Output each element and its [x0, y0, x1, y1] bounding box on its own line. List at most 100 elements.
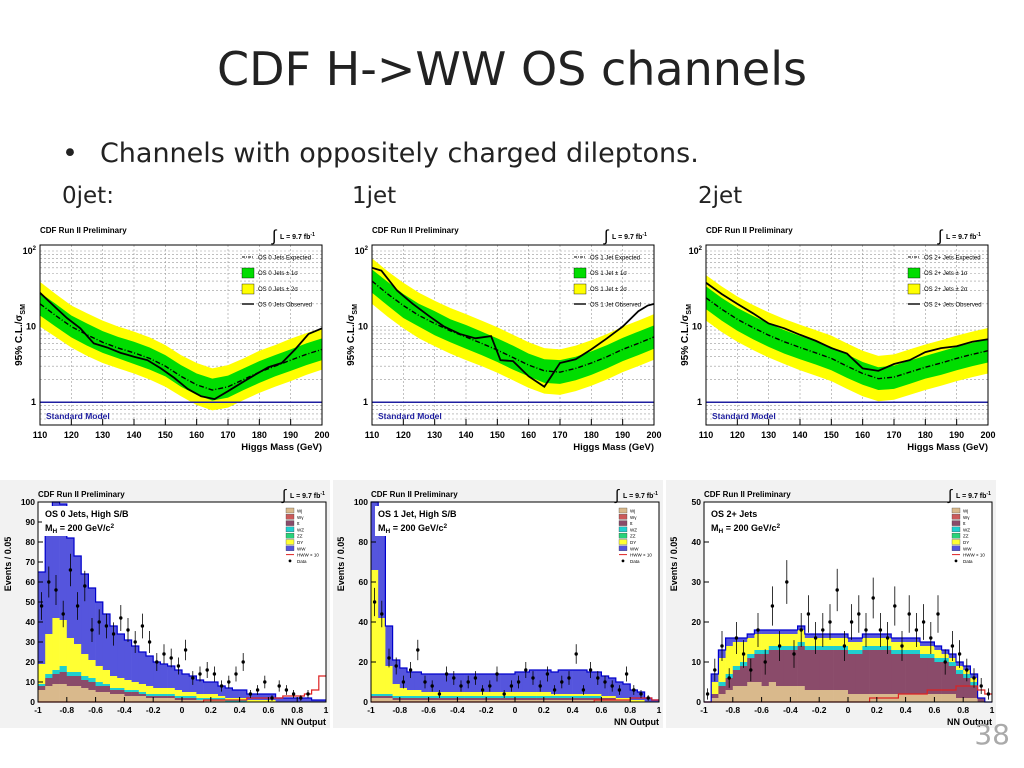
stack-bar-dy	[371, 570, 379, 694]
data-point	[538, 684, 542, 688]
luminosity-label: L = 9.7 fb-1	[623, 491, 658, 500]
x-tick-label: 190	[283, 430, 298, 440]
stack-bar-vv	[718, 682, 726, 686]
stack-bar-vv	[876, 646, 885, 650]
stack-bar-wj	[522, 700, 530, 702]
stack-bar-vv	[529, 696, 537, 698]
stack-bar-vv	[428, 696, 437, 698]
stack-bar-vv	[124, 690, 132, 692]
data-point	[97, 620, 101, 624]
legend-label: tt	[963, 521, 966, 526]
legend-swatch	[285, 507, 295, 514]
luminosity-label: L = 9.7 fb-1	[946, 232, 981, 241]
stack-bar-ww	[500, 674, 509, 692]
data-point	[632, 688, 636, 692]
data-point	[480, 688, 485, 692]
y-tick-label: 0	[30, 697, 35, 707]
stack-bar-dy	[428, 692, 437, 696]
stack-bar-wj	[95, 692, 104, 702]
data-point	[639, 692, 643, 696]
stack-bar-vv	[218, 698, 226, 700]
legend-observed-label: OS 2+ Jets Observed	[924, 303, 982, 309]
data-point	[531, 676, 535, 680]
data-point	[68, 568, 73, 572]
stack-bar-wj	[464, 700, 473, 702]
data-point	[219, 684, 224, 688]
stack-bar-tt	[833, 650, 842, 690]
stack-bar-wj	[414, 700, 422, 702]
y-tick-label: 1	[31, 397, 36, 407]
luminosity-sup: -1	[976, 232, 981, 238]
x-tick-label: -0.6	[754, 705, 769, 715]
legend-1sigma-label: OS 0 Jets ± 1σ	[258, 271, 298, 277]
stack-bar-dy	[551, 694, 559, 696]
stack-bar-tt	[594, 698, 602, 700]
x-tick-label: 110	[699, 430, 714, 440]
stack-bar-dy	[66, 638, 75, 672]
stack-bar-dy	[855, 642, 863, 650]
data-point	[921, 620, 926, 624]
stack-bar-tt	[500, 698, 509, 700]
expected-limit-line	[371, 280, 655, 373]
stack-bar-tt	[507, 698, 516, 700]
stack-bar-dy	[457, 692, 465, 696]
stack-bar-dy	[182, 692, 190, 696]
x-tick-label: -0.8	[725, 705, 740, 715]
data-point	[147, 640, 152, 644]
y-tick-label: 20	[692, 617, 702, 627]
stack-bar-ww	[747, 634, 755, 638]
stack-bar-tt	[421, 698, 429, 700]
stack-bar-vv	[385, 694, 393, 696]
data-point	[610, 684, 614, 688]
data-point	[835, 588, 839, 592]
data-point	[162, 652, 166, 656]
stack-bar-vv	[920, 654, 928, 658]
stack-bar-wj	[385, 698, 393, 702]
luminosity-sup: -1	[310, 232, 315, 238]
stack-bar-dy	[637, 700, 645, 702]
stack-bar-wj	[623, 700, 631, 702]
stack-bar-dy	[59, 620, 68, 666]
stack-bar-vv	[414, 696, 422, 698]
stack-bar-wj	[500, 700, 509, 702]
legend-label: WZ	[630, 527, 637, 532]
stack-bar-vv	[66, 672, 75, 676]
stack-bar-dy	[45, 634, 53, 674]
stack-bar-vv	[486, 696, 494, 698]
stack-bar-ww	[443, 674, 451, 692]
data-point	[646, 696, 650, 700]
stack-bar-wj	[970, 698, 978, 702]
stack-bar-wj	[507, 700, 516, 702]
stack-bar-tt	[898, 654, 906, 694]
stack-bar-tt	[790, 650, 798, 686]
stack-bar-dy	[558, 694, 566, 696]
stack-bar-wj	[138, 696, 147, 702]
data-point	[596, 676, 600, 680]
data-point	[986, 692, 991, 696]
data-point	[617, 688, 622, 692]
data-point	[299, 696, 303, 700]
data-point	[777, 644, 782, 648]
mass-label: MH = 200 GeV/c2	[378, 523, 448, 535]
x-tick-label: 130	[95, 430, 110, 440]
legend-swatch	[951, 533, 961, 539]
stack-bar-ww	[167, 666, 176, 688]
x-tick-label: -0.2	[812, 705, 827, 715]
data-point	[900, 644, 904, 648]
plot-title: CDF Run II Preliminary	[704, 490, 791, 499]
stack-bar-wj	[81, 688, 89, 702]
stack-bar-vv	[59, 666, 68, 672]
legend-swatch	[618, 514, 628, 520]
y-axis-label-sub: SM	[20, 304, 27, 315]
stack-bar-tt	[776, 650, 784, 686]
stack-bar-dy	[88, 660, 96, 678]
legend-label: ZZ	[963, 534, 969, 539]
integral-symbol: ∫	[281, 487, 288, 504]
stack-bar-ww	[378, 530, 386, 618]
stack-bar-vv	[565, 696, 573, 698]
y-tick-label: 0	[696, 697, 701, 707]
stack-bar-vv	[471, 696, 480, 698]
y-tick-label: 70	[26, 557, 36, 567]
y-tick-label: 30	[26, 637, 36, 647]
legend-hww-label: HWW × 10	[297, 553, 319, 558]
